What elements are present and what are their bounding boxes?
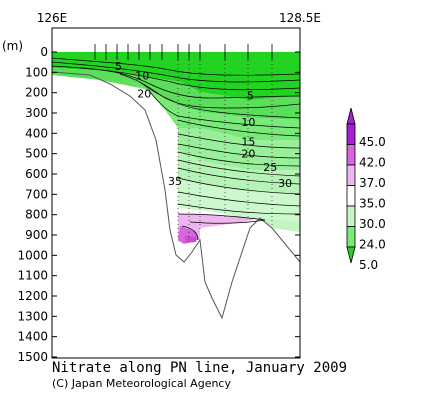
y-axis-unit-label: (m): [2, 39, 23, 53]
contour-label: 30: [278, 177, 292, 190]
credit-line: (C) Japan Meteorological Agency: [52, 377, 231, 390]
colorbar-segment: [346, 164, 356, 186]
contour-line: [177, 151, 301, 167]
y-tick-label: 1300: [17, 309, 48, 323]
surface-green-layer: [52, 52, 300, 100]
contour-line: [119, 73, 301, 109]
y-tick-label: 600: [25, 167, 48, 181]
lower-green-band: [258, 218, 300, 232]
contour-line: [79, 67, 301, 99]
y-tick-label: 1000: [17, 248, 48, 262]
contour-line: [149, 91, 301, 129]
y-tick-label: 900: [25, 228, 48, 242]
y-tick-label: 800: [25, 208, 48, 222]
contour-line: [177, 167, 301, 185]
contour-line: [177, 203, 301, 215]
x-tick-label: 126E: [37, 11, 68, 25]
chart-title: Nitrate along PN line, January 2009: [52, 360, 348, 376]
contour-line: [177, 213, 266, 221]
colorbar-label: 24.0: [359, 238, 386, 252]
contour-line: [51, 57, 301, 76]
colorbar-label: 35.0: [359, 197, 386, 211]
y-axis: 0 100 200 300 400 500 600 700 800 900 1000 1100 1200…: [17, 45, 300, 364]
y-tick-label: 200: [25, 86, 48, 100]
y-tick-label: 700: [25, 187, 48, 201]
pink-region: [178, 214, 258, 242]
colorbar-bottom-arrow: [346, 246, 356, 264]
x-axis: 126E 128.5E: [37, 11, 321, 25]
contour-line: [177, 191, 301, 207]
colorbar-label: 30.0: [359, 217, 386, 231]
contour-lines: [51, 57, 301, 241]
contour-line: [177, 143, 301, 159]
y-tick-label: 1500: [17, 350, 48, 364]
contour-label: 10: [135, 69, 149, 82]
y-tick-label: 300: [25, 106, 48, 120]
contour-label: 5: [247, 90, 254, 103]
colorbar-label: 37.0: [359, 176, 386, 190]
x-tick-label: 128.5E: [279, 11, 321, 25]
colorbar-segment: [346, 226, 356, 248]
colorbar-top-arrow: [346, 107, 356, 125]
contour-line: [181, 225, 199, 241]
contour-line: [51, 61, 301, 83]
colorbar-label: 5.0: [359, 258, 378, 272]
bottom-topography-line: [51, 71, 301, 320]
y-tick-label: 100: [25, 65, 48, 79]
contour-line: [177, 159, 301, 177]
contour-label: 20: [137, 88, 151, 101]
y-tick-label: 400: [25, 126, 48, 140]
contour-line: [189, 219, 266, 224]
y-tick-label: 1100: [17, 269, 48, 283]
pale-green-layer: [178, 178, 300, 222]
colorbar: 45.0 42.0 37.0 35.0 30.0 24.0 5.0: [346, 107, 386, 272]
y-tick-label: 1400: [17, 330, 48, 344]
purple-core: [185, 236, 196, 243]
contour-label: 20: [241, 148, 255, 161]
green-wedge: [120, 78, 300, 140]
contour-label: 15: [241, 135, 255, 148]
colorbar-label: 42.0: [359, 156, 386, 170]
y-tick-label: 500: [25, 147, 48, 161]
y-tick-label: 0: [40, 45, 48, 59]
contour-line: [139, 81, 301, 119]
colorbar-segment: [346, 205, 356, 227]
colorbar-segment: [346, 185, 356, 207]
plot-frame: [51, 27, 301, 359]
colorbar-segment: [346, 144, 356, 166]
contour-label: 5: [115, 60, 122, 73]
contour-line: [177, 119, 301, 137]
y-tick-label: 1200: [17, 289, 48, 303]
contour-label: 10: [241, 116, 255, 129]
colorbar-label: 45.0: [359, 135, 386, 149]
contour-label: 35: [168, 175, 182, 188]
contour-label: 25: [263, 161, 277, 174]
colorbar-segment: [346, 123, 356, 145]
light-green-layer: [178, 150, 300, 195]
deep-green-gradient: [178, 128, 300, 170]
shaded-fields: [52, 52, 300, 244]
